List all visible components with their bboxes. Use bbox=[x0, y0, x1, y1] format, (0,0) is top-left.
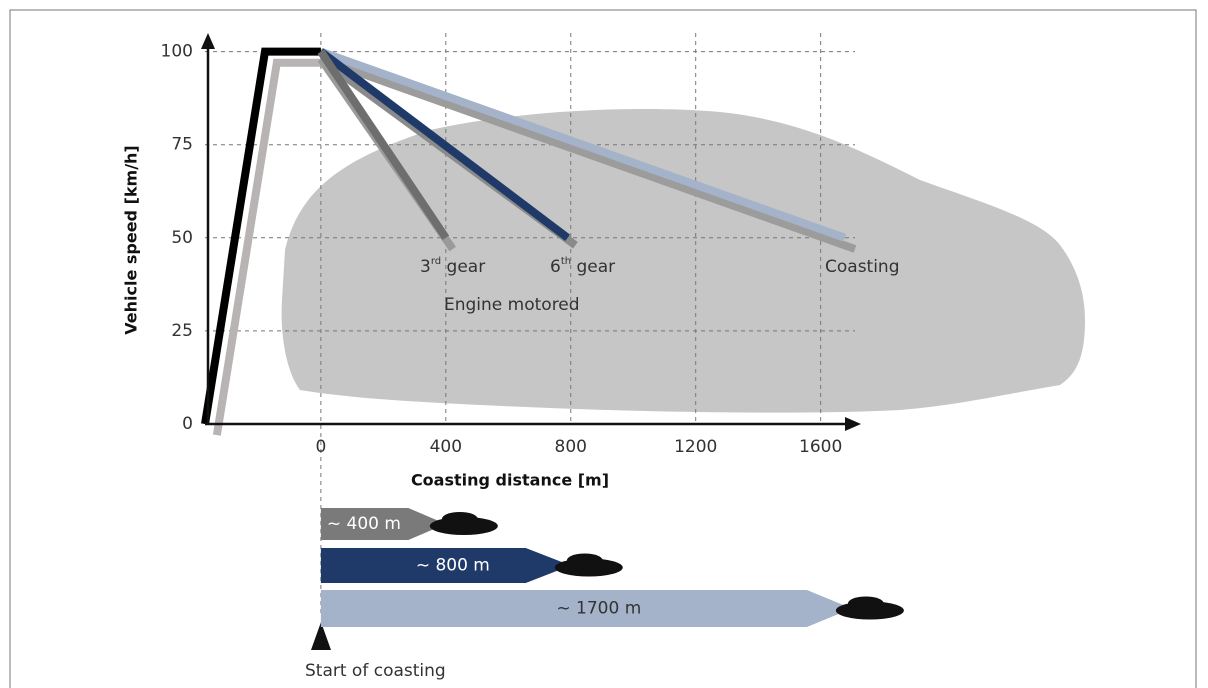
coasting-label: Coasting bbox=[825, 257, 900, 277]
label-part: gear bbox=[441, 257, 485, 277]
x-axis-label: Coasting distance [m] bbox=[411, 471, 609, 490]
car-icon-roof bbox=[848, 597, 884, 611]
y-tick-label: 0 bbox=[182, 414, 193, 434]
distance-label: ~ 400 m bbox=[327, 514, 401, 534]
x-tick-label: 1600 bbox=[799, 437, 842, 457]
label-sup: th bbox=[561, 256, 571, 267]
engine-label: Engine motored bbox=[444, 295, 580, 315]
start-label: Start of coasting bbox=[305, 661, 446, 681]
gear3-label: 3rd gear bbox=[420, 256, 485, 277]
label-part: gear bbox=[571, 257, 615, 277]
x-tick-label: 0 bbox=[315, 437, 326, 457]
label-part: 3 bbox=[420, 257, 431, 277]
label-sup: rd bbox=[431, 256, 441, 267]
x-tick-label: 400 bbox=[430, 437, 462, 457]
y-tick-label: 25 bbox=[171, 321, 193, 341]
gear6-label: 6th gear bbox=[550, 256, 615, 277]
y-tick-label: 75 bbox=[171, 135, 193, 155]
label-part: 6 bbox=[550, 257, 561, 277]
distance-label: ~ 800 m bbox=[416, 556, 490, 576]
y-axis-label: Vehicle speed [km/h] bbox=[122, 145, 141, 335]
y-tick-label: 50 bbox=[171, 228, 193, 248]
x-tick-label: 1200 bbox=[674, 437, 717, 457]
chart: Vehicle speed [km/h] Coasting distance [… bbox=[0, 0, 1208, 688]
car-icon-roof bbox=[442, 512, 478, 526]
car-icon-roof bbox=[567, 554, 603, 568]
y-tick-label: 100 bbox=[161, 42, 193, 62]
x-tick-label: 800 bbox=[555, 437, 587, 457]
distance-label: ~ 1700 m bbox=[556, 599, 641, 619]
